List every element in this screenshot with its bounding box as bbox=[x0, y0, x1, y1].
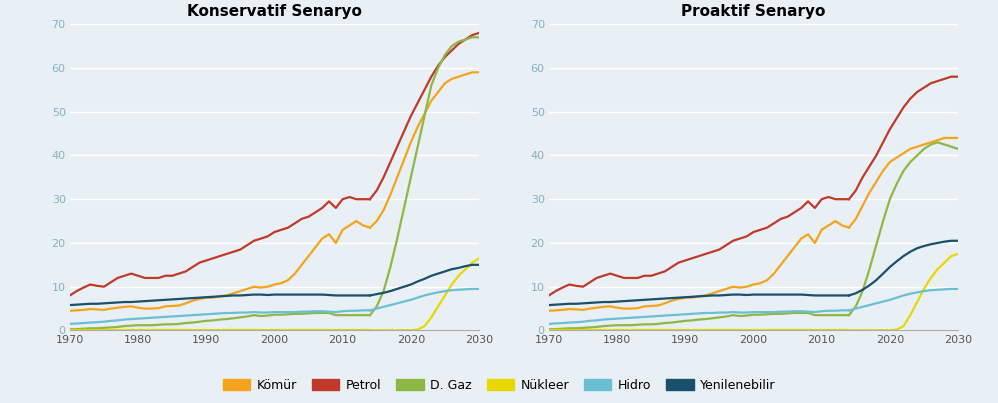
Title: Proaktif Senaryo: Proaktif Senaryo bbox=[682, 4, 825, 19]
Title: Konservatif Senaryo: Konservatif Senaryo bbox=[187, 4, 362, 19]
Legend: Kömür, Petrol, D. Gaz, Nükleer, Hidro, Yenilenebilir: Kömür, Petrol, D. Gaz, Nükleer, Hidro, Y… bbox=[218, 374, 780, 397]
